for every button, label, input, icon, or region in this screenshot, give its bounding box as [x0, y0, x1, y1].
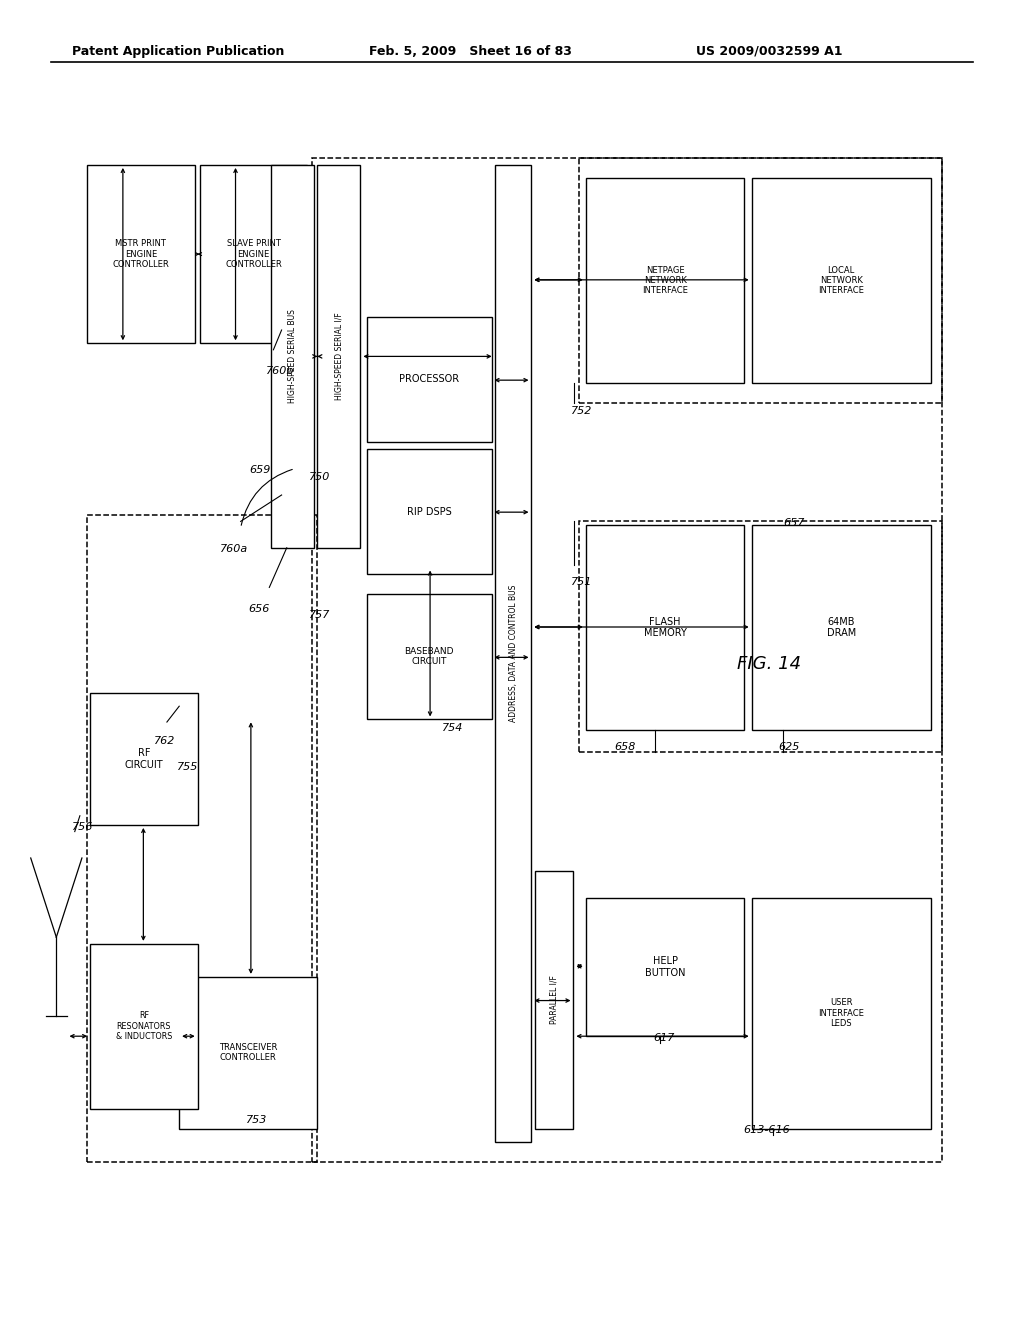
- Text: 659: 659: [249, 465, 270, 475]
- Text: 754: 754: [442, 722, 464, 733]
- Text: 617: 617: [653, 1032, 675, 1043]
- Bar: [90, 693, 198, 825]
- Bar: [752, 178, 931, 383]
- Bar: [179, 977, 317, 1129]
- Bar: [586, 898, 744, 1036]
- Bar: [312, 158, 942, 1162]
- Text: PARALLEL I/F: PARALLEL I/F: [550, 975, 558, 1024]
- Bar: [317, 165, 360, 548]
- Text: 656: 656: [248, 603, 269, 614]
- Text: NETPAGE
NETWORK
INTERFACE: NETPAGE NETWORK INTERFACE: [642, 265, 688, 296]
- Text: ADDRESS, DATA AND CONTROL BUS: ADDRESS, DATA AND CONTROL BUS: [509, 585, 517, 722]
- Bar: [367, 317, 492, 442]
- Bar: [586, 178, 744, 383]
- Text: 752: 752: [571, 405, 593, 416]
- Text: 753: 753: [246, 1114, 267, 1125]
- Text: US 2009/0032599 A1: US 2009/0032599 A1: [696, 45, 843, 58]
- Bar: [586, 525, 744, 730]
- Text: HIGH-SPEED SERIAL I/F: HIGH-SPEED SERIAL I/F: [335, 313, 343, 400]
- Text: RF
RESONATORS
& INDUCTORS: RF RESONATORS & INDUCTORS: [116, 1011, 172, 1041]
- Text: MSTR PRINT
ENGINE
CONTROLLER: MSTR PRINT ENGINE CONTROLLER: [113, 239, 169, 269]
- Text: BASEBAND
CIRCUIT: BASEBAND CIRCUIT: [404, 647, 454, 667]
- Bar: [535, 871, 573, 1129]
- Text: 613-616: 613-616: [743, 1125, 791, 1135]
- Bar: [367, 449, 492, 574]
- Text: 64MB
DRAM: 64MB DRAM: [826, 616, 856, 639]
- Text: HELP
BUTTON: HELP BUTTON: [645, 956, 685, 978]
- Text: 657: 657: [783, 517, 805, 528]
- Text: TRANSCEIVER
CONTROLLER: TRANSCEIVER CONTROLLER: [219, 1043, 278, 1063]
- Text: 658: 658: [614, 742, 636, 752]
- Text: RF
CIRCUIT: RF CIRCUIT: [125, 748, 163, 770]
- Bar: [200, 165, 307, 343]
- Text: SLAVE PRINT
ENGINE
CONTROLLER: SLAVE PRINT ENGINE CONTROLLER: [225, 239, 282, 269]
- Text: 625: 625: [778, 742, 800, 752]
- Bar: [579, 158, 942, 403]
- Text: LOCAL
NETWORK
INTERFACE: LOCAL NETWORK INTERFACE: [818, 265, 864, 296]
- Text: 755: 755: [177, 762, 199, 772]
- Text: FLASH
MEMORY: FLASH MEMORY: [644, 616, 686, 639]
- Bar: [87, 515, 317, 1162]
- Text: 756: 756: [72, 821, 93, 832]
- Bar: [752, 898, 931, 1129]
- Text: USER
INTERFACE
LEDS: USER INTERFACE LEDS: [818, 998, 864, 1028]
- Text: 762: 762: [154, 735, 175, 746]
- Text: FIG. 14: FIG. 14: [737, 655, 802, 673]
- Text: Patent Application Publication: Patent Application Publication: [72, 45, 284, 58]
- Bar: [495, 165, 531, 1142]
- Text: RIP DSPS: RIP DSPS: [407, 507, 452, 516]
- Bar: [90, 944, 198, 1109]
- Bar: [752, 525, 931, 730]
- Bar: [87, 165, 195, 343]
- Bar: [271, 165, 314, 548]
- Text: PROCESSOR: PROCESSOR: [399, 375, 459, 384]
- Text: 760a: 760a: [220, 544, 249, 554]
- Text: 751: 751: [571, 577, 593, 587]
- Text: 757: 757: [309, 610, 331, 620]
- Bar: [367, 594, 492, 719]
- Bar: [579, 521, 942, 752]
- Text: Feb. 5, 2009   Sheet 16 of 83: Feb. 5, 2009 Sheet 16 of 83: [369, 45, 571, 58]
- Text: HIGH-SPEED SERIAL BUS: HIGH-SPEED SERIAL BUS: [289, 309, 297, 404]
- Text: 750: 750: [309, 471, 331, 482]
- Text: 760b: 760b: [266, 366, 295, 376]
